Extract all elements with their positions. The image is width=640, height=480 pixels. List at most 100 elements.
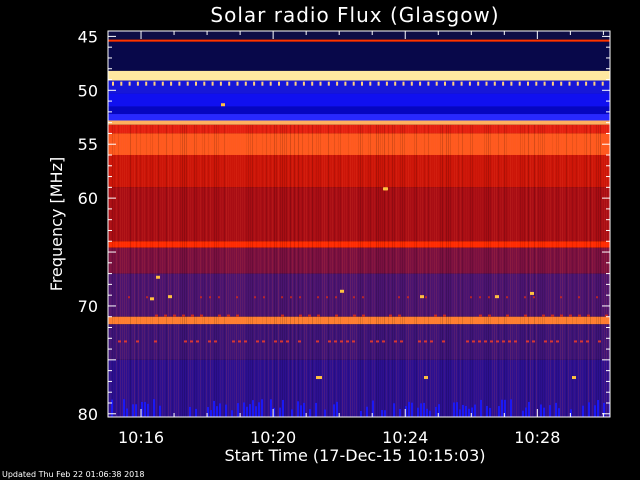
texture-streak <box>212 124 213 417</box>
texture-streak <box>596 124 597 417</box>
x-tick-label: 10:24 <box>382 428 428 447</box>
texture-streak <box>196 124 197 417</box>
low-freq-streak <box>474 404 476 417</box>
weak-stripe <box>281 314 284 317</box>
band-dot <box>236 81 239 86</box>
low-freq-streak <box>111 399 113 417</box>
texture-streak <box>470 124 471 417</box>
weak-stripe <box>524 296 526 299</box>
band-13 <box>108 241 610 248</box>
texture-streak <box>334 124 335 417</box>
weak-stripe <box>580 340 583 343</box>
texture-streak <box>374 124 375 417</box>
low-freq-streak <box>153 399 155 417</box>
band-dot <box>203 81 206 86</box>
texture-streak <box>430 124 431 417</box>
texture-streak <box>604 124 605 417</box>
low-freq-streak <box>255 406 257 417</box>
band-dot <box>560 81 563 86</box>
texture-streak <box>370 124 371 417</box>
weak-stripe <box>442 340 445 343</box>
x-axis: 10:16 10:20 10:24 10:28 <box>107 31 604 447</box>
texture-streak <box>252 124 253 417</box>
texture-streak <box>422 124 423 417</box>
low-freq-streak <box>384 410 386 417</box>
low-freq-streak <box>300 405 302 417</box>
texture-streak <box>166 124 167 417</box>
texture-streak <box>500 124 501 417</box>
low-freq-streak <box>399 408 401 417</box>
band-dot <box>211 81 214 86</box>
texture-streak <box>576 124 577 417</box>
texture-streak <box>390 124 391 417</box>
weak-stripe <box>328 340 331 343</box>
low-freq-streak <box>498 406 500 417</box>
weak-stripe <box>506 296 508 299</box>
band-dot <box>195 81 197 86</box>
weak-stripe <box>394 340 397 343</box>
texture-streak <box>566 124 567 417</box>
low-freq-streak <box>324 409 326 417</box>
weak-stripe <box>362 314 365 317</box>
low-freq-streak <box>603 402 605 417</box>
texture-streak <box>306 124 307 417</box>
plot-area <box>108 31 610 417</box>
texture-streak <box>322 124 323 417</box>
low-freq-streak <box>462 404 464 417</box>
texture-streak <box>160 124 161 417</box>
band-16 <box>108 316 610 325</box>
band-dot <box>385 81 388 86</box>
texture-streak <box>176 124 177 417</box>
weak-stripe <box>280 340 283 343</box>
texture-streak <box>246 124 247 417</box>
band-10 <box>108 133 610 155</box>
texture-streak <box>226 124 227 417</box>
low-freq-streak <box>423 402 425 417</box>
weak-stripe <box>155 314 158 317</box>
texture-streak <box>438 124 439 417</box>
texture-streak <box>442 124 443 417</box>
texture-streak <box>156 124 157 417</box>
texture-streak <box>530 124 531 417</box>
texture-streak <box>362 124 363 417</box>
burst-dot <box>221 103 225 107</box>
y-tick-label: 60 <box>78 189 98 208</box>
band-dot <box>128 81 131 86</box>
band-dot <box>361 81 363 86</box>
band-dot <box>485 81 488 86</box>
weak-stripe <box>209 296 211 299</box>
band-dot <box>518 81 521 86</box>
texture-streak <box>168 124 169 417</box>
x-tick-label: 10:20 <box>250 428 296 447</box>
weak-stripe <box>298 340 301 343</box>
texture-streak <box>200 124 201 417</box>
band-dot <box>112 81 114 86</box>
texture-streak <box>508 124 509 417</box>
texture-streak <box>346 124 347 417</box>
texture-streak <box>232 124 233 417</box>
weak-stripe <box>308 314 311 317</box>
texture-streak <box>410 124 411 417</box>
texture-streak <box>484 124 485 417</box>
band-dot <box>228 81 231 86</box>
texture-streak <box>190 124 191 417</box>
weak-stripe <box>398 296 400 299</box>
texture-streak <box>376 124 377 417</box>
texture-streak <box>310 124 311 417</box>
low-freq-streak <box>282 399 284 417</box>
weak-stripe <box>398 314 401 317</box>
texture-streak <box>474 124 475 417</box>
low-freq-streak <box>435 406 437 417</box>
texture-streak <box>308 124 309 417</box>
plot-frame <box>107 30 611 418</box>
low-freq-streak <box>213 400 215 417</box>
low-freq-streak <box>237 403 239 417</box>
texture-streak <box>538 124 539 417</box>
low-freq-streak <box>291 409 293 417</box>
low-freq-streak <box>480 399 482 417</box>
low-freq-streak <box>438 404 440 417</box>
texture-streak <box>594 124 595 417</box>
burst-dot <box>150 297 154 301</box>
texture-streak <box>380 124 381 417</box>
texture-streak <box>494 124 495 417</box>
